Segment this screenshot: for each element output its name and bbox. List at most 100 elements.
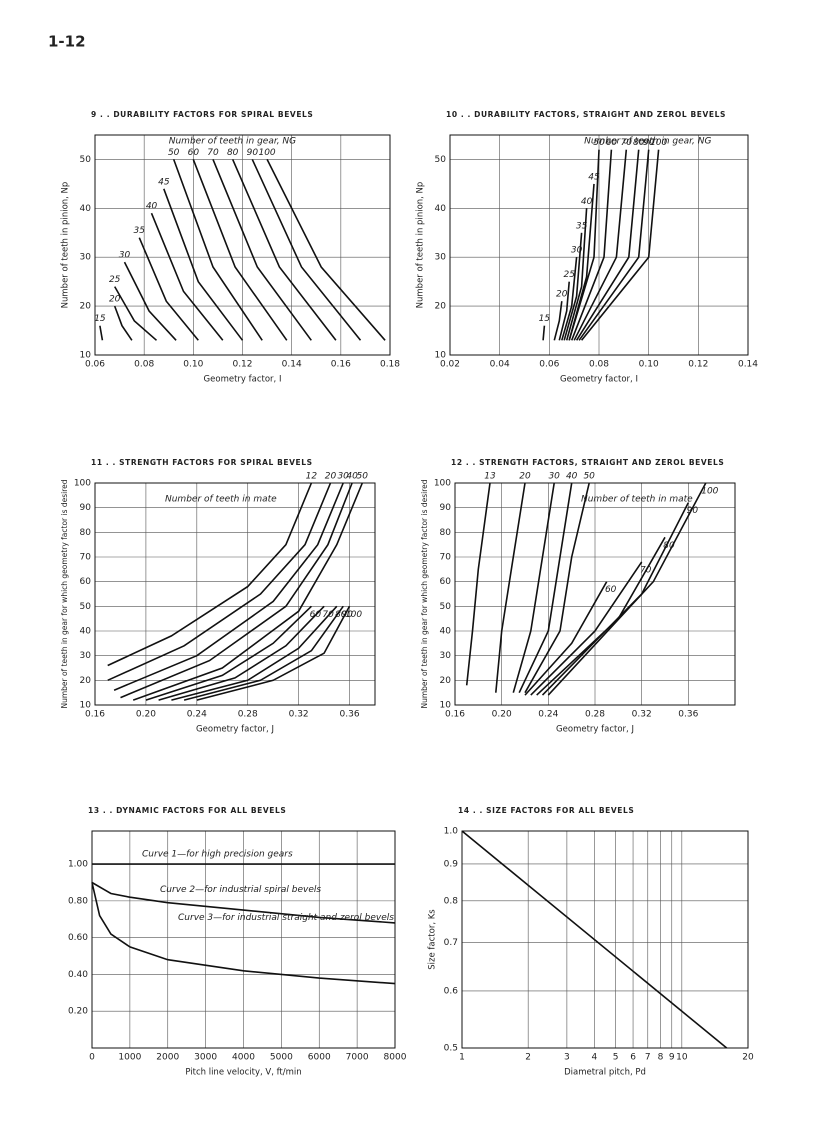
y-tick-label: 70: [440, 553, 452, 563]
curve: [113, 482, 344, 691]
y-tick-label: 10: [80, 701, 92, 711]
y-tick-label: 0.6: [444, 986, 459, 996]
curve: [192, 159, 288, 341]
curve: [266, 159, 386, 341]
x-tick-label: 0.24: [538, 710, 558, 720]
curve-label: 30: [337, 472, 349, 482]
curve: [113, 305, 133, 341]
curve-label: 45: [588, 172, 600, 182]
annotation: Number of teeth in gear, NG: [584, 137, 711, 147]
curve: [171, 605, 338, 701]
curve: [91, 881, 396, 924]
x-tick-label: 2000: [156, 1053, 179, 1063]
x-tick-label: 8000: [384, 1053, 407, 1063]
curve-label: 50: [583, 472, 595, 482]
curve-label: 20: [109, 295, 121, 305]
curve-label: 40: [581, 197, 593, 207]
curve-label: 70: [207, 148, 219, 158]
x-tick-label: 0.08: [134, 360, 154, 370]
x-tick-label: 0.06: [539, 360, 559, 370]
curve-label: 60: [605, 585, 617, 595]
curve: [561, 257, 578, 341]
curve-label: 13: [484, 472, 496, 482]
y-tick-label: 60: [440, 577, 452, 587]
y-tick-label: 90: [80, 503, 92, 513]
curve-label: 100: [650, 138, 667, 148]
y-tick-label: 0.60: [68, 933, 88, 943]
x-tick-label: 0.06: [85, 360, 105, 370]
curve: [91, 882, 396, 985]
y-tick-label: 40: [80, 627, 92, 637]
x-axis-label: Geometry factor, J: [196, 725, 274, 735]
x-tick-label: 0.12: [688, 360, 708, 370]
curve-label: 35: [134, 226, 146, 236]
chart-title: 12 . . STRENGTH FACTORS, STRAIGHT AND ZE…: [451, 458, 724, 467]
x-tick-label: 1: [459, 1053, 465, 1063]
y-tick-label: 0.7: [444, 938, 458, 948]
curve: [461, 830, 728, 1049]
curve: [580, 149, 660, 341]
chart-title: 9 . . DURABILITY FACTORS FOR SPIRAL BEVE…: [91, 110, 313, 119]
y-tick-label: 50: [80, 602, 92, 612]
curve: [212, 159, 312, 341]
curve-label: 80: [663, 541, 675, 551]
x-tick-label: 6000: [308, 1053, 331, 1063]
x-tick-label: 0.14: [738, 360, 758, 370]
curve: [570, 149, 613, 341]
x-tick-label: 4000: [232, 1053, 255, 1063]
curve: [524, 482, 590, 694]
curve-label: 12: [306, 472, 318, 482]
y-tick-label: 1.0: [444, 827, 459, 837]
curve: [553, 301, 563, 341]
curve: [465, 482, 491, 686]
curve-label: 15: [539, 314, 551, 324]
y-tick-label: 1.00: [68, 860, 88, 870]
y-tick-label: 50: [440, 602, 452, 612]
curve: [145, 605, 312, 701]
x-tick-label: 0.20: [492, 710, 512, 720]
x-axis-label: Pitch line velocity, V, ft/min: [185, 1068, 301, 1078]
x-tick-label: 10: [676, 1053, 688, 1063]
y-tick-label: 40: [435, 204, 447, 214]
x-tick-label: 0.36: [340, 710, 360, 720]
curve: [158, 605, 325, 701]
curve-label: 15: [94, 314, 106, 324]
curve-label: 100: [345, 610, 362, 620]
y-tick-label: 20: [440, 676, 452, 686]
y-tick-label: 40: [80, 204, 92, 214]
curve-label: 60: [188, 148, 200, 158]
curve: [99, 325, 104, 341]
curve-label: 90: [341, 610, 353, 620]
curve-label: 90: [687, 506, 699, 516]
y-tick-label: 30: [80, 651, 92, 661]
y-tick-label: 20: [80, 302, 92, 312]
curve: [565, 208, 588, 341]
curve: [132, 482, 364, 701]
curve-label: 100: [701, 487, 718, 497]
curve: [512, 482, 555, 693]
x-tick-label: 0.32: [289, 710, 309, 720]
curve-label: 40: [346, 472, 358, 482]
curve-label: 50: [593, 138, 605, 148]
curve: [495, 482, 526, 693]
x-tick-label: 0.18: [380, 360, 400, 370]
curve: [138, 237, 199, 341]
curve-label: Curve 2—for industrial spiral bevels: [160, 885, 321, 895]
x-tick-label: 7000: [346, 1053, 369, 1063]
curve-label: 50: [168, 148, 180, 158]
y-tick-label: 100: [434, 479, 451, 489]
curve-label: 30: [119, 251, 131, 261]
y-tick-label: 0.9: [444, 859, 459, 869]
curve-label: 40: [146, 202, 158, 212]
y-tick-label: 30: [440, 651, 452, 661]
curve-label: 20: [325, 472, 337, 482]
y-tick-label: 70: [80, 553, 92, 563]
x-tick-label: 0.16: [85, 710, 105, 720]
curve: [107, 482, 332, 682]
curve: [196, 605, 351, 701]
annotation: Number of teeth in mate: [165, 495, 277, 505]
x-tick-label: 0: [89, 1053, 95, 1063]
curve-label: 60: [606, 138, 618, 148]
x-tick-label: 0.16: [331, 360, 351, 370]
curve: [568, 149, 600, 341]
